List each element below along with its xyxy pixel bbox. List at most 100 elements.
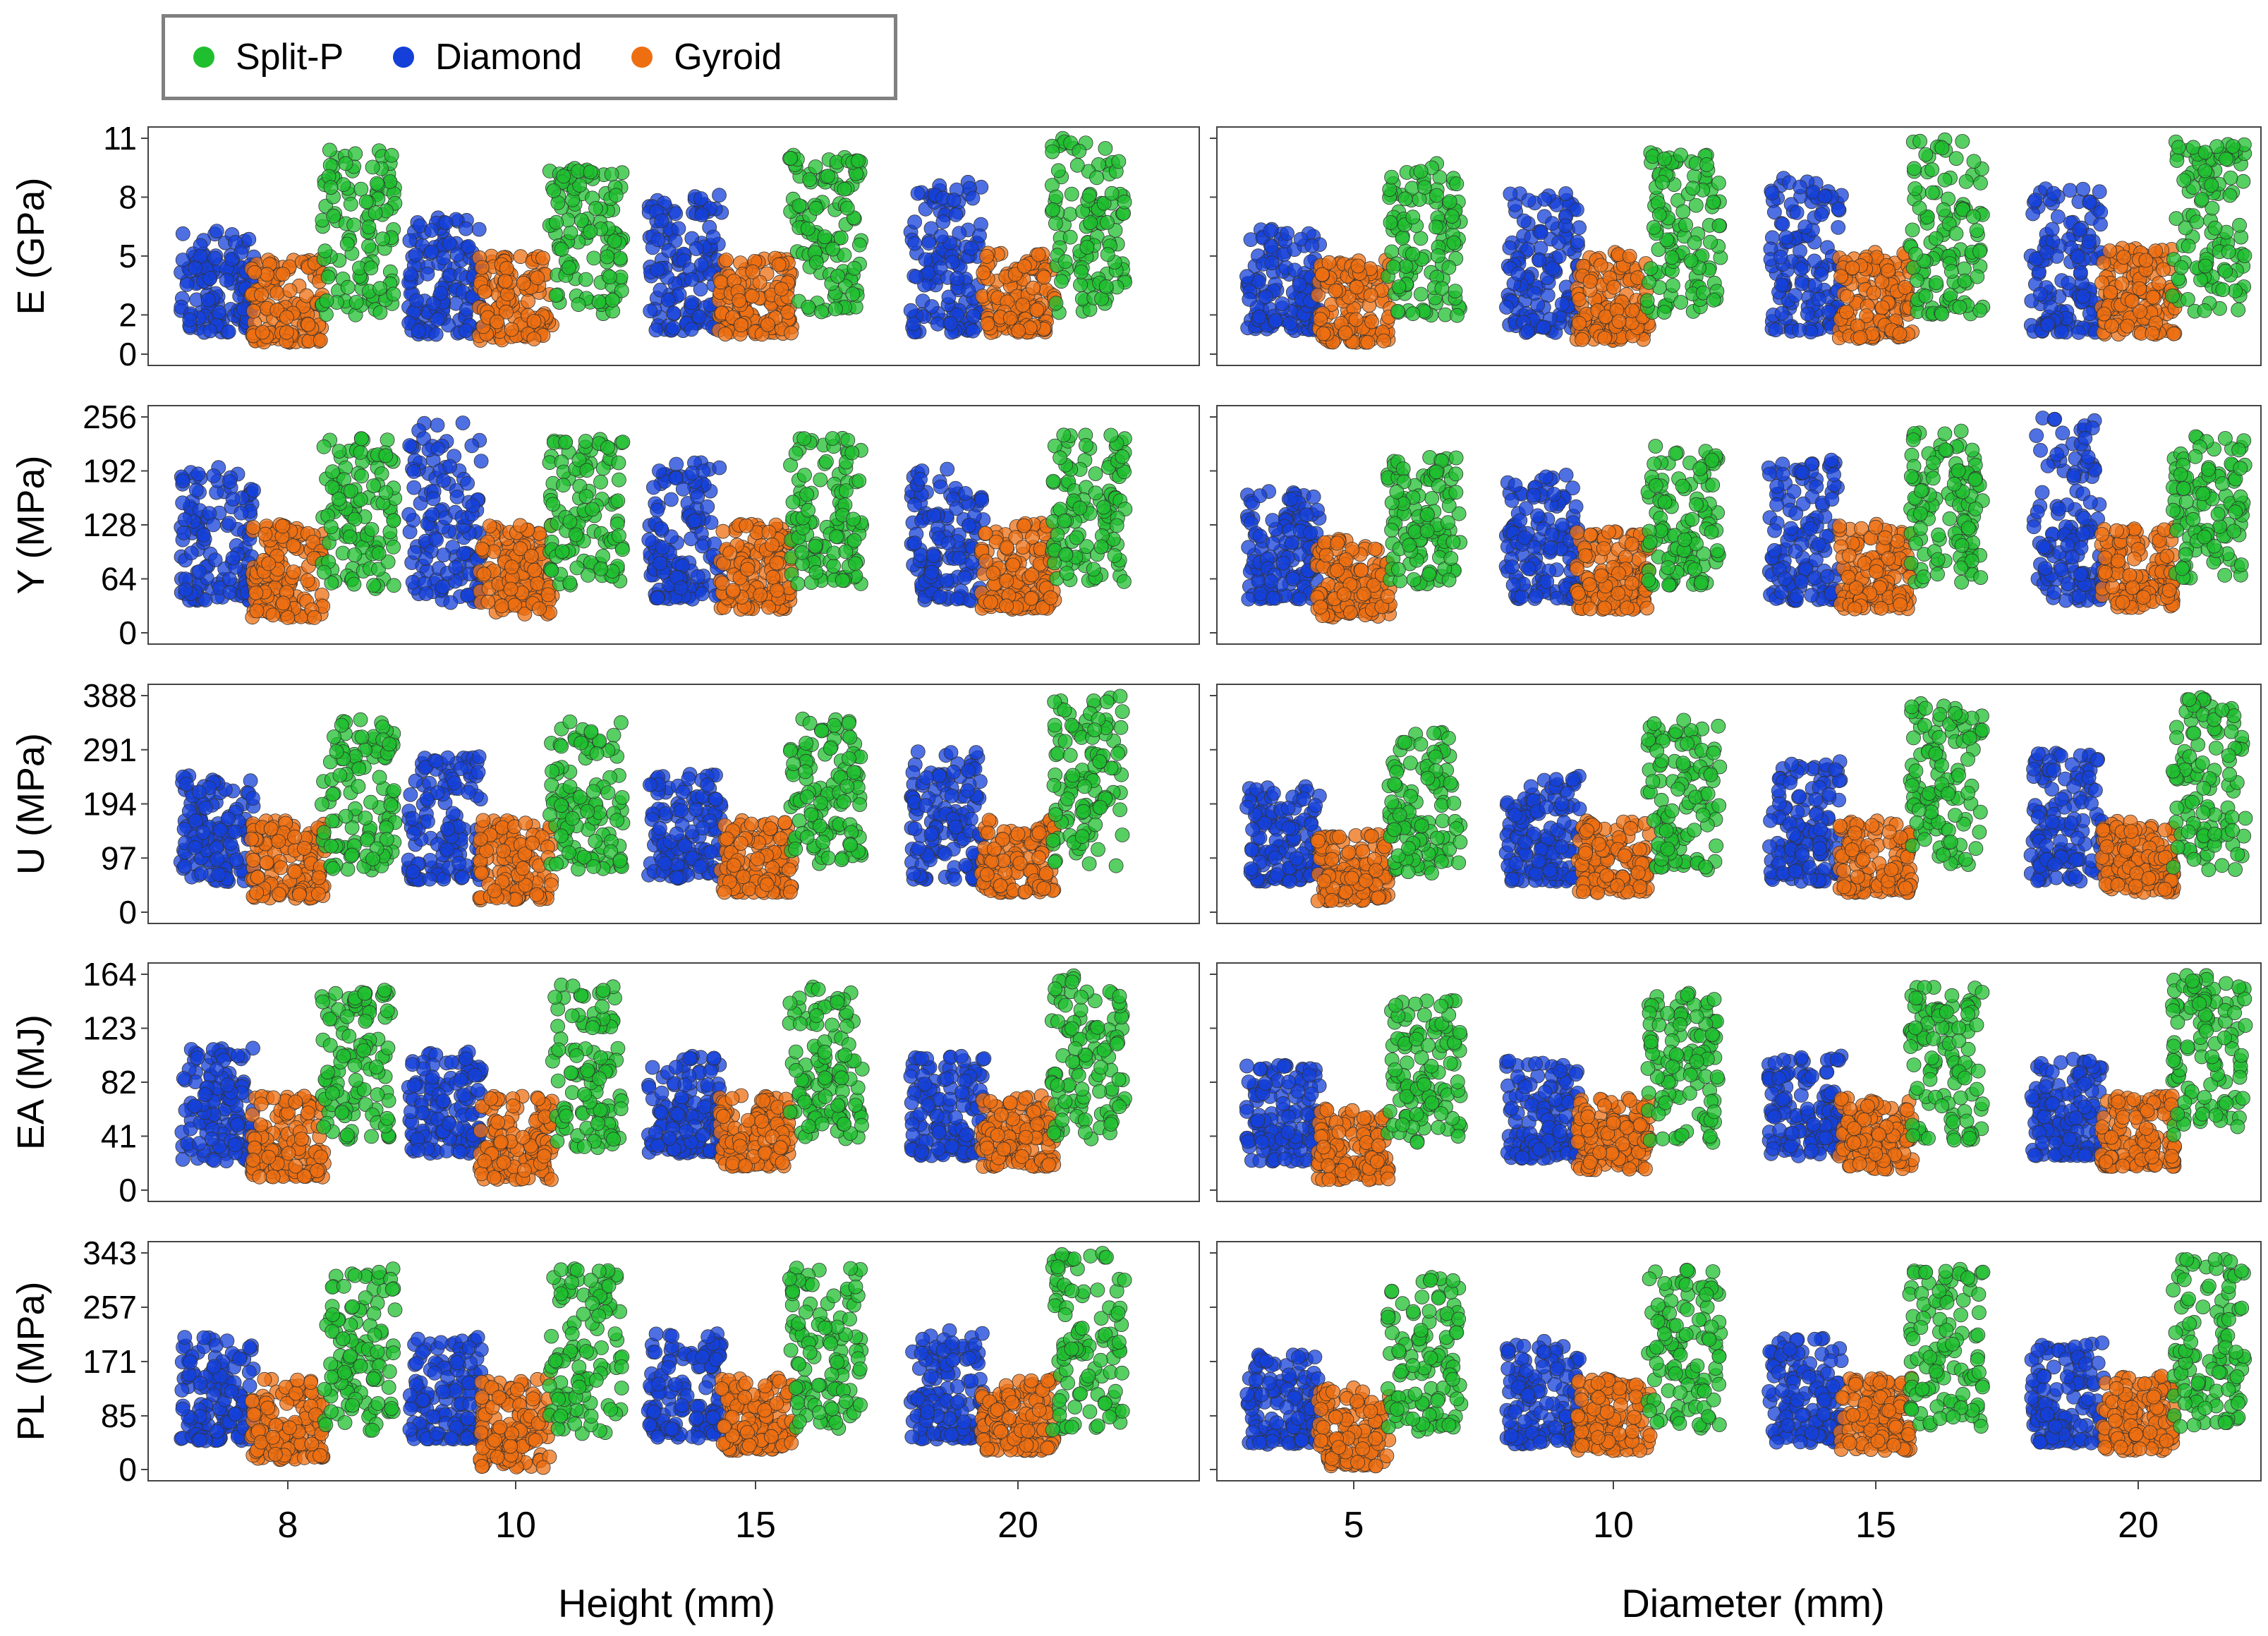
data-point-diamond [1824, 452, 1839, 468]
data-point-diamond [950, 271, 964, 286]
data-point-diamond [1793, 262, 1809, 277]
data-point-split-p [1397, 191, 1413, 207]
data-point-split-p [1905, 222, 1920, 238]
data-point-split-p [378, 448, 394, 463]
data-point-split-p [375, 231, 390, 247]
data-point-diamond [952, 551, 966, 566]
data-point-gyroid [1002, 310, 1018, 326]
data-point-split-p [586, 250, 602, 266]
data-point-split-p [1655, 175, 1670, 190]
data-point-diamond [424, 223, 439, 238]
data-point-diamond [1807, 278, 1823, 293]
data-point-diamond [188, 483, 204, 498]
data-point-diamond [1558, 468, 1574, 483]
data-point-diamond [1768, 322, 1783, 338]
data-point-diamond [689, 241, 704, 256]
data-point-diamond [411, 323, 426, 339]
data-point-diamond [1283, 492, 1298, 507]
data-point-diamond [1821, 304, 1836, 320]
data-point-split-p [1098, 279, 1114, 294]
data-point-diamond [1831, 219, 1846, 235]
data-point-split-p [1928, 231, 1943, 246]
data-point-diamond [424, 244, 439, 260]
data-point-gyroid [2132, 281, 2147, 296]
data-point-gyroid [1017, 518, 1031, 533]
data-point-diamond [175, 226, 190, 241]
data-point-diamond [183, 545, 199, 561]
data-point-gyroid [497, 274, 513, 289]
data-point-diamond [1539, 469, 1554, 485]
data-point-split-p [1405, 306, 1421, 322]
data-point-split-p [1444, 209, 1460, 224]
data-point-split-p [1062, 229, 1078, 245]
data-point-split-p [354, 431, 369, 447]
data-point-diamond [177, 512, 193, 527]
data-point-diamond [458, 323, 473, 339]
data-point-diamond [924, 299, 940, 314]
data-point-gyroid [286, 564, 301, 579]
data-point-split-p [1098, 140, 1113, 156]
data-point-split-p [852, 237, 867, 253]
data-point-split-p [1429, 188, 1444, 203]
data-point-diamond [2051, 501, 2067, 516]
data-point-diamond [465, 498, 480, 513]
data-point-diamond [1285, 535, 1299, 550]
data-point-split-p [1081, 188, 1097, 203]
data-point-split-p [1045, 473, 1061, 489]
data-point-diamond [1793, 179, 1808, 195]
data-point-diamond [449, 247, 465, 262]
data-point-split-p [562, 514, 578, 529]
data-point-split-p [323, 180, 339, 195]
data-point-split-p [820, 169, 835, 184]
data-point-gyroid [301, 317, 316, 332]
data-point-split-p [1909, 273, 1924, 288]
data-point-split-p [814, 304, 829, 320]
data-point-split-p [607, 234, 622, 249]
data-point-diamond [1508, 478, 1523, 492]
data-point-diamond [2034, 485, 2050, 500]
data-point-split-p [366, 578, 381, 593]
data-point-gyroid [2156, 262, 2171, 277]
data-point-gyroid [513, 518, 528, 533]
data-point-split-p [1664, 250, 1680, 265]
data-point-split-p [1442, 194, 1457, 210]
data-point-diamond [222, 571, 237, 587]
data-point-diamond [1568, 499, 1584, 514]
data-point-gyroid [719, 253, 734, 267]
data-point-diamond [1532, 253, 1547, 268]
data-point-split-p [343, 196, 358, 212]
data-point-split-p [1936, 202, 1951, 217]
data-point-diamond [1572, 220, 1587, 236]
data-point-gyroid [275, 519, 290, 534]
data-point-diamond [202, 271, 218, 286]
data-point-gyroid [1833, 269, 1849, 284]
data-point-gyroid [999, 598, 1014, 614]
data-point-diamond [690, 489, 705, 504]
data-point-diamond [464, 438, 480, 454]
data-point-diamond [2050, 209, 2066, 224]
data-point-gyroid [1363, 288, 1378, 303]
data-point-diamond [949, 501, 964, 516]
data-point-diamond [1795, 465, 1810, 480]
data-point-diamond [1521, 561, 1536, 576]
data-point-diamond [1499, 300, 1514, 315]
data-point-split-p [353, 444, 368, 460]
data-point-split-p [2171, 140, 2186, 155]
data-point-split-p [1398, 259, 1414, 274]
data-point-gyroid [275, 267, 291, 282]
data-point-diamond [930, 316, 945, 332]
data-point-gyroid [2145, 289, 2161, 305]
data-point-split-p [2194, 192, 2209, 207]
data-point-split-p [1973, 175, 1988, 190]
data-point-split-p [346, 217, 362, 233]
data-point-diamond [1778, 230, 1794, 245]
data-point-diamond [653, 282, 668, 298]
data-point-diamond [974, 492, 990, 508]
data-point-split-p [1450, 308, 1465, 323]
data-point-split-p [593, 562, 609, 576]
data-point-diamond [933, 229, 949, 244]
data-point-split-p [1069, 530, 1084, 545]
data-point-diamond [1299, 507, 1314, 523]
data-point-gyroid [715, 523, 731, 539]
